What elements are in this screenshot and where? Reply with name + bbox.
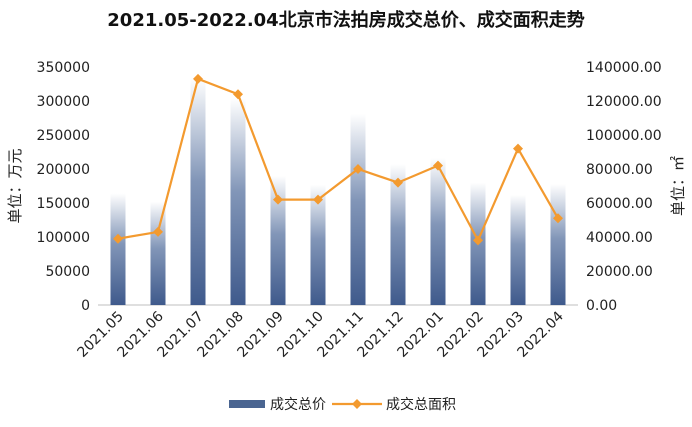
line-point <box>513 143 523 154</box>
bar <box>230 98 246 305</box>
bar <box>510 194 526 305</box>
line-point <box>233 89 243 100</box>
y-right-tick-label: 140000.00 <box>586 60 662 76</box>
y-left-tick-label: 200000 <box>37 162 90 178</box>
axis-labels: 0 50000 100000 150000 200000 250000 300000 3500… <box>6 60 687 361</box>
bar <box>270 175 286 305</box>
line-point <box>153 226 163 237</box>
bar <box>110 193 126 305</box>
bar <box>190 77 206 305</box>
bar <box>390 164 406 305</box>
bar <box>550 183 566 305</box>
bar <box>310 184 326 305</box>
legend-bar-label: 成交总价 <box>270 396 326 413</box>
chart-title: 2021.05-2022.04北京市法拍房成交总价、成交面积走势 <box>107 10 585 31</box>
bar <box>150 201 166 305</box>
legend: 成交总价 成交总面积 <box>229 396 456 413</box>
y-left-tick-label: 0 <box>81 298 90 314</box>
y-right-axis-label: 单位：㎡ <box>669 156 687 216</box>
line-series <box>113 73 563 246</box>
bar <box>430 158 446 305</box>
y-right-tick-label: 100000.00 <box>586 128 662 144</box>
y-left-axis-label: 单位：万元 <box>6 148 24 223</box>
y-right-tick-label: 80000.00 <box>586 162 653 178</box>
line-point <box>113 233 123 244</box>
y-right-tick-label: 20000.00 <box>586 264 653 280</box>
line-point <box>353 164 363 174</box>
line-point <box>553 213 563 224</box>
y-left-tick-label: 350000 <box>37 60 90 76</box>
y-left-tick-label: 300000 <box>37 94 90 110</box>
bar-series <box>110 77 566 305</box>
line-point <box>393 177 403 188</box>
line-path <box>117 77 559 243</box>
line-point <box>313 194 323 205</box>
y-left-tick-label: 50000 <box>45 264 90 280</box>
y-right-tick-label: 60000.00 <box>586 196 653 212</box>
legend-line-marker <box>352 399 362 409</box>
legend-bar-swatch <box>229 400 265 408</box>
y-right-tick-label: 40000.00 <box>586 230 653 246</box>
line-point <box>473 235 483 246</box>
y-left-tick-label: 100000 <box>37 230 90 246</box>
bar <box>350 113 366 305</box>
line-point <box>273 194 283 205</box>
legend-line-label: 成交总面积 <box>386 396 456 413</box>
line-point <box>433 160 443 171</box>
y-right-tick-label: 120000.00 <box>586 94 662 110</box>
y-left-tick-label: 250000 <box>37 128 90 144</box>
y-left-tick-label: 150000 <box>37 196 90 212</box>
line-point <box>193 73 203 84</box>
y-right-tick-label: 0.00 <box>586 298 617 314</box>
